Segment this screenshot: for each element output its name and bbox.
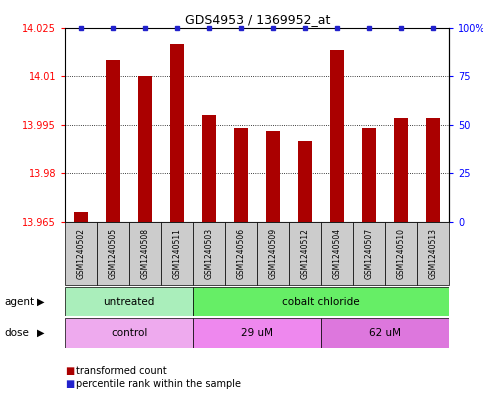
Bar (321, 222, 353, 285)
Bar (394, 118, 409, 222)
Text: GSM1240506: GSM1240506 (237, 228, 246, 279)
Text: GSM1240507: GSM1240507 (365, 228, 374, 279)
Bar (298, 141, 313, 222)
Bar (289, 222, 321, 285)
Text: ■: ■ (65, 379, 74, 389)
Text: control: control (111, 328, 147, 338)
Text: percentile rank within the sample: percentile rank within the sample (76, 379, 242, 389)
Bar (193, 287, 449, 316)
Bar (161, 222, 193, 285)
Bar (362, 128, 376, 222)
Bar (426, 118, 440, 222)
Bar (257, 222, 289, 285)
Bar (385, 222, 417, 285)
Bar (225, 222, 257, 285)
Bar (170, 44, 185, 222)
Text: GSM1240509: GSM1240509 (269, 228, 278, 279)
Text: dose: dose (5, 328, 30, 338)
Text: agent: agent (5, 297, 35, 307)
Text: cobalt chloride: cobalt chloride (283, 297, 360, 307)
Bar (97, 222, 129, 285)
Text: GSM1240511: GSM1240511 (173, 228, 182, 279)
Text: GSM1240510: GSM1240510 (397, 228, 406, 279)
Text: GSM1240513: GSM1240513 (429, 228, 438, 279)
Text: GSM1240508: GSM1240508 (141, 228, 150, 279)
Text: GSM1240503: GSM1240503 (205, 228, 213, 279)
Text: transformed count: transformed count (76, 366, 167, 376)
Bar (193, 222, 225, 285)
Bar (266, 131, 281, 222)
Text: GSM1240512: GSM1240512 (301, 228, 310, 279)
Bar (138, 76, 153, 222)
Bar (202, 115, 216, 222)
Bar (417, 222, 449, 285)
Bar (321, 318, 449, 348)
Text: 62 uM: 62 uM (369, 328, 401, 338)
Text: 29 uM: 29 uM (241, 328, 273, 338)
Text: ■: ■ (65, 366, 74, 376)
Bar (330, 50, 344, 222)
Bar (106, 60, 120, 222)
Bar (234, 128, 248, 222)
Bar (74, 212, 88, 222)
Text: untreated: untreated (103, 297, 155, 307)
Text: ▶: ▶ (37, 297, 45, 307)
Bar (353, 222, 385, 285)
Title: GDS4953 / 1369952_at: GDS4953 / 1369952_at (185, 13, 330, 26)
Bar (193, 318, 321, 348)
Bar (65, 222, 97, 285)
Text: ▶: ▶ (37, 328, 45, 338)
Bar (65, 287, 193, 316)
Text: GSM1240502: GSM1240502 (77, 228, 85, 279)
Bar (129, 222, 161, 285)
Text: GSM1240505: GSM1240505 (109, 228, 118, 279)
Bar (65, 318, 193, 348)
Text: GSM1240504: GSM1240504 (333, 228, 341, 279)
